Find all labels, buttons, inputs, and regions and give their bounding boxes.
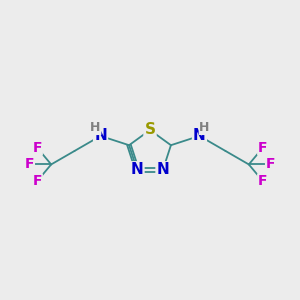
Text: F: F xyxy=(258,141,268,154)
Text: F: F xyxy=(266,158,276,171)
Text: S: S xyxy=(145,122,155,137)
Text: N: N xyxy=(94,128,107,143)
Text: H: H xyxy=(199,122,210,134)
Text: N: N xyxy=(157,162,169,177)
Text: F: F xyxy=(258,174,268,188)
Text: N: N xyxy=(193,128,206,143)
Text: N: N xyxy=(131,162,143,177)
Text: H: H xyxy=(90,122,101,134)
Text: F: F xyxy=(32,174,42,188)
Text: F: F xyxy=(24,158,34,171)
Text: F: F xyxy=(32,141,42,154)
